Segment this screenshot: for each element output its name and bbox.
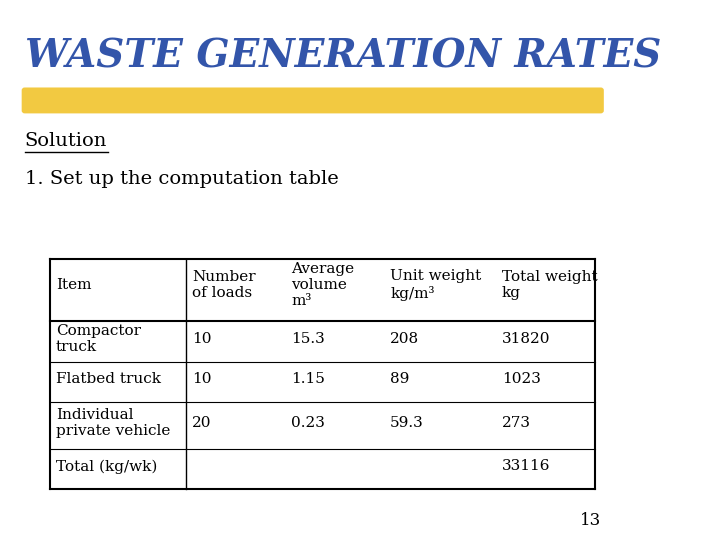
Text: 10: 10 <box>192 373 212 386</box>
Text: 1023: 1023 <box>502 373 541 386</box>
Text: 31820: 31820 <box>502 332 550 346</box>
Text: Average
volume
m³: Average volume m³ <box>291 262 354 308</box>
Text: Item: Item <box>55 278 91 292</box>
Text: 13: 13 <box>580 512 600 529</box>
Text: Compactor
truck: Compactor truck <box>55 324 140 354</box>
Text: Solution: Solution <box>24 132 107 150</box>
Text: 1. Set up the computation table: 1. Set up the computation table <box>24 170 338 188</box>
Text: Total weight
kg: Total weight kg <box>502 270 598 300</box>
Text: Number
of loads: Number of loads <box>192 270 256 300</box>
Text: Unit weight
kg/m³: Unit weight kg/m³ <box>390 269 482 301</box>
Text: 33116: 33116 <box>502 460 550 474</box>
Text: 59.3: 59.3 <box>390 416 424 430</box>
Text: 20: 20 <box>192 416 212 430</box>
Text: 15.3: 15.3 <box>291 332 325 346</box>
Text: 208: 208 <box>390 332 419 346</box>
Text: 10: 10 <box>192 332 212 346</box>
Text: 89: 89 <box>390 373 410 386</box>
Text: WASTE GENERATION RATES: WASTE GENERATION RATES <box>24 38 661 76</box>
Text: Flatbed truck: Flatbed truck <box>55 373 161 386</box>
Text: Individual
private vehicle: Individual private vehicle <box>55 408 170 438</box>
FancyBboxPatch shape <box>22 87 604 113</box>
Text: 273: 273 <box>502 416 531 430</box>
Text: Total (kg/wk): Total (kg/wk) <box>55 459 157 474</box>
Text: 1.15: 1.15 <box>291 373 325 386</box>
Text: 0.23: 0.23 <box>291 416 325 430</box>
